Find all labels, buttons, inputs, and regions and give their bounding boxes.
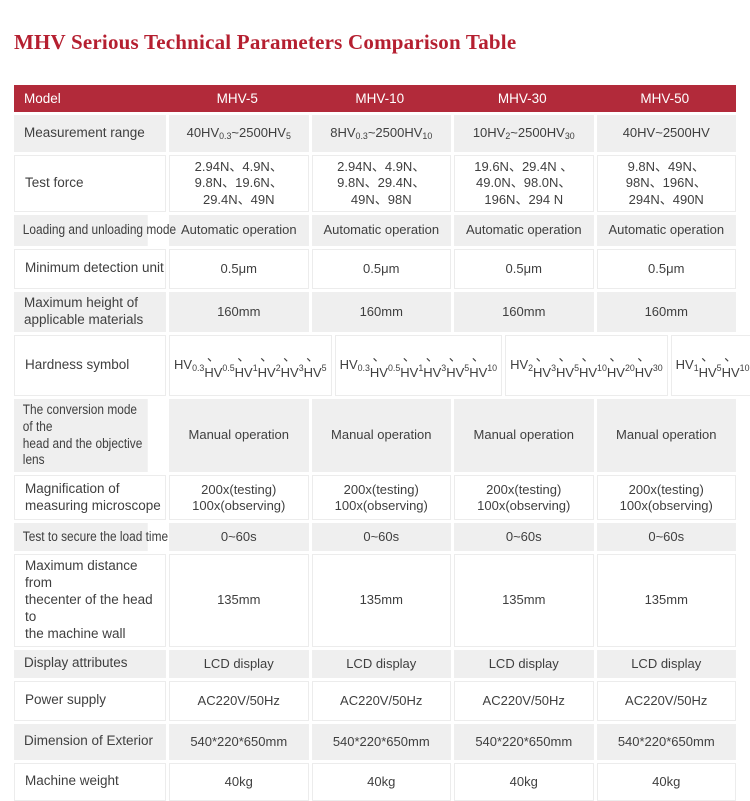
cell-value: 40HV 0.3 ~2500HV 5 [169, 115, 309, 152]
table-row: Test force 2.94N、4.9N、 9.8N、19.6N、 29.4N、49… [14, 155, 736, 212]
row-label: Magnification of measuring microscope [14, 475, 166, 521]
cell-value: AC220V/50Hz [454, 680, 594, 721]
cell-value: 200x(testing) 100x(observing) [169, 475, 309, 521]
row-label: Machine weight [14, 762, 166, 801]
cell-value: Automatic operation [311, 214, 451, 246]
table-row: Display attributes LCD display LCD display… [14, 649, 736, 678]
cell-value: 0~60s [311, 523, 451, 552]
cell-value: 540*220*650mm [169, 723, 309, 760]
cell-value: 540*220*650mm [596, 723, 736, 760]
cell-value: 0~60s [596, 523, 736, 552]
row-label: Dimension of Exterior [14, 723, 166, 760]
cell-value: 19.6N、29.4N 、 49.0N、98.0N、 196N、294 N [454, 155, 594, 212]
table-body: Measurement range 40HV 0.3 ~2500HV 5 8HV 0.3 ~2… [14, 115, 750, 801]
cell-value: 160mm [454, 291, 594, 332]
cell-value: 0.5μm [311, 248, 451, 289]
table-row: Maximum height of applicable materials 160… [14, 291, 736, 332]
cell-value: 0.5μm [454, 248, 594, 289]
cell-value: 2.94N、4.9N、 9.8N、19.6N、 29.4N、49N [169, 155, 309, 212]
cell-value: Manual operation [311, 398, 451, 473]
row-label: Power supply [14, 680, 166, 721]
table-row: The conversion mode of the head and the o… [14, 398, 736, 473]
cell-value: 135mm [596, 554, 736, 647]
cell-value: 540*220*650mm [311, 723, 451, 760]
cell-value: 135mm [311, 554, 451, 647]
table-row: Minimum detection unit 0.5μm 0.5μm 0.5μm 0.5… [14, 248, 736, 289]
cell-value: LCD display [169, 649, 309, 678]
cell-value: LCD display [596, 649, 736, 678]
cell-value: HV 0.3 、HV 0.5、 HV 1 、HV 3、 HV 5 、HV 10 [334, 334, 503, 396]
row-label: Loading and unloading mode [14, 214, 176, 246]
cell-value: HV 0.3 、HV 0.5、 HV 1 、HV 2、 HV 3 、HV 5 [169, 334, 332, 396]
table-row: Test to secure the load time 0~60s 0~60s 0~… [14, 523, 736, 552]
header-cell-mhv30: MHV-30 [497, 91, 547, 106]
header-cell-mhv5: MHV-5 [216, 91, 258, 106]
cell-value: Manual operation [169, 398, 309, 473]
header-cell-model: Model [24, 91, 61, 106]
cell-value: Automatic operation [596, 214, 736, 246]
table-row: Hardness symbol HV 0.3 、HV 0.5、 HV 1 、HV 2、 HV 3 、H… [14, 334, 750, 396]
cell-value: 40kg [454, 762, 594, 801]
cell-value: 0~60s [454, 523, 594, 552]
cell-value: 135mm [169, 554, 309, 647]
cell-value: 135mm [454, 554, 594, 647]
cell-value: 0.5μm [169, 248, 309, 289]
row-label: The conversion mode of the head and the o… [14, 398, 148, 473]
cell-value: 200x(testing) 100x(observing) [454, 475, 594, 521]
row-label: Measurement range [14, 115, 166, 152]
cell-value: 160mm [311, 291, 451, 332]
cell-value: AC220V/50Hz [596, 680, 736, 721]
row-label: Maximum distance from thecenter of the he… [14, 554, 166, 647]
cell-value: AC220V/50Hz [311, 680, 451, 721]
cell-value: 9.8N、49N、 98N、196N、 294N、490N [596, 155, 736, 212]
cell-value: 8HV 0.3 ~2500HV 10 [311, 115, 451, 152]
cell-value: 40HV~2500HV [596, 115, 736, 152]
cell-value: 10HV 2 ~2500HV 30 [454, 115, 594, 152]
table-row: Dimension of Exterior 540*220*650mm 540*22… [14, 723, 736, 760]
row-label: Test force [14, 155, 166, 212]
cell-value: LCD display [454, 649, 594, 678]
cell-value: AC220V/50Hz [169, 680, 309, 721]
cell-value: Automatic operation [454, 214, 594, 246]
cell-value: Automatic operation [169, 214, 309, 246]
table-row: Measurement range 40HV 0.3 ~2500HV 5 8HV 0.3 ~2… [14, 115, 736, 152]
row-label: Test to secure the load time [14, 523, 168, 552]
table-row: Loading and unloading mode Automatic oper… [14, 214, 736, 246]
cell-value: 160mm [169, 291, 309, 332]
cell-value: 2.94N、4.9N、 9.8N、29.4N、 49N、98N [311, 155, 451, 212]
cell-value: HV 2 、HV 3、 HV 5 、HV 10、 HV 20 、HV 30 [505, 334, 668, 396]
row-label: Minimum detection unit [14, 248, 166, 289]
page-title: MHV Serious Technical Parameters Compari… [14, 30, 517, 54]
table-row: Magnification of measuring microscope 200x… [14, 475, 736, 521]
cell-value: Manual operation [596, 398, 736, 473]
table-header-row: Model MHV-5 MHV-10 MHV-30 MHV-50 [14, 85, 736, 112]
table-row: Machine weight 40kg 40kg 40kg 40kg [14, 762, 736, 801]
table-row: Power supply AC220V/50Hz AC220V/50Hz AC220V… [14, 680, 736, 721]
cell-value: 0.5μm [596, 248, 736, 289]
row-label: Hardness symbol [14, 334, 166, 396]
cell-value: 40kg [169, 762, 309, 801]
header-cell-mhv10: MHV-10 [355, 91, 405, 106]
cell-value: 160mm [596, 291, 736, 332]
cell-value: 0~60s [169, 523, 309, 552]
spec-comparison-table: Model MHV-5 MHV-10 MHV-30 MHV-50 Measure… [14, 85, 750, 801]
cell-value: 40kg [311, 762, 451, 801]
header-cell-mhv50: MHV-50 [640, 91, 690, 106]
row-label: Display attributes [14, 649, 166, 678]
table-row: Maximum distance from thecenter of the he… [14, 554, 736, 647]
cell-value: Manual operation [454, 398, 594, 473]
cell-value: 540*220*650mm [454, 723, 594, 760]
row-label: Maximum height of applicable materials [14, 291, 166, 332]
cell-value: LCD display [311, 649, 451, 678]
cell-value: 200x(testing) 100x(observing) [596, 475, 736, 521]
cell-value: 40kg [596, 762, 736, 801]
cell-value: 200x(testing) 100x(observing) [311, 475, 451, 521]
